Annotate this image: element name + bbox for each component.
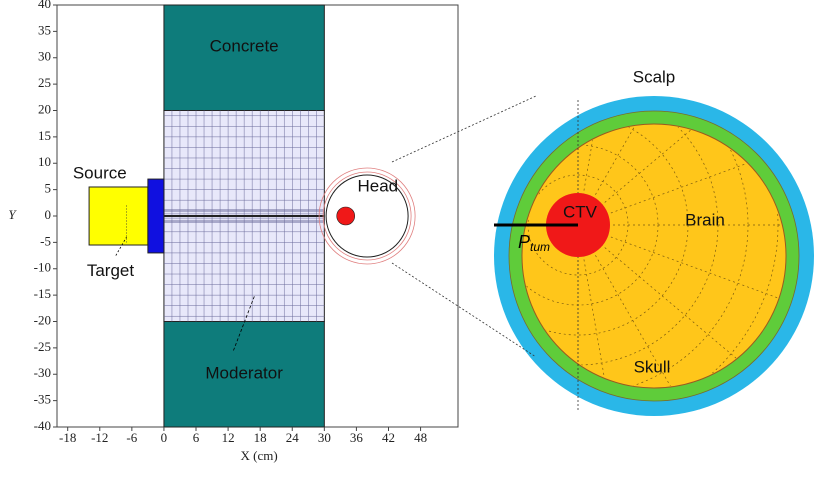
y-tick-label: 20 <box>38 101 51 116</box>
ptum-label: Ptum <box>518 232 550 254</box>
x-tick-label: 18 <box>254 430 267 445</box>
target-label: Target <box>87 261 135 280</box>
head-label: Head <box>357 176 398 195</box>
y-tick-label: -15 <box>34 286 51 301</box>
y-tick-label: -25 <box>34 339 51 354</box>
head-phantom: Scalp Skull Brain CTV Ptum <box>391 67 814 416</box>
source <box>88 186 149 246</box>
dose-ray <box>577 224 618 387</box>
y-tick-label: 25 <box>38 75 51 90</box>
ctv-label: CTV <box>563 202 598 221</box>
brain-label: Brain <box>685 210 725 229</box>
dose-ray <box>577 224 785 305</box>
concrete-top <box>163 4 325 111</box>
y-tick-label: 40 <box>38 0 51 11</box>
head-outer <box>318 167 416 265</box>
x-tick-label: 24 <box>286 430 300 445</box>
target <box>147 178 165 254</box>
skull-label: Skull <box>634 357 671 376</box>
zoom-line <box>391 262 537 358</box>
y-tick-label: -35 <box>34 392 51 407</box>
target-arrow <box>115 236 127 256</box>
x-tick-label: -12 <box>91 430 108 445</box>
dose-ray <box>577 125 755 226</box>
x-tick-label: 12 <box>222 430 235 445</box>
head <box>325 174 409 258</box>
tumor <box>336 206 356 226</box>
scalp-label: Scalp <box>633 67 676 86</box>
concrete-label: Concrete <box>210 37 279 56</box>
x-axis-label: X (cm) <box>241 448 278 463</box>
y-axis-label: Y <box>8 207 17 222</box>
y-tick-label: -5 <box>40 233 51 248</box>
brain-layer <box>521 123 787 389</box>
ptum-sub: tum <box>530 240 550 254</box>
x-tick-label: 0 <box>161 430 168 445</box>
x-tick-label: 36 <box>350 430 364 445</box>
y-tick-label: 0 <box>45 207 52 222</box>
y-tick-label: 10 <box>38 154 51 169</box>
y-tick-label: -20 <box>34 312 51 327</box>
y-tick-label: -10 <box>34 260 51 275</box>
dose-ray <box>577 224 693 387</box>
x-tick-label: 30 <box>318 430 331 445</box>
source-label: Source <box>73 163 127 182</box>
y-tick-label: -40 <box>34 418 51 433</box>
ptum-main: P <box>518 232 530 252</box>
x-tick-label: -6 <box>126 430 137 445</box>
geometry-plot: Concrete Moderator Source Target Head -18 -12 -… <box>8 0 459 463</box>
y-tick-label: -30 <box>34 365 51 380</box>
x-tick-label: 6 <box>193 430 200 445</box>
y-tick-label: 5 <box>45 181 52 196</box>
x-tick-label: -18 <box>59 430 76 445</box>
y-tick-label: 30 <box>38 49 51 64</box>
y-tick-label: 15 <box>38 128 51 143</box>
moderator-label: Moderator <box>205 364 283 383</box>
y-tick-label: 35 <box>38 22 51 37</box>
x-tick-label: 48 <box>414 430 427 445</box>
concrete-bottom <box>163 321 325 428</box>
dose-ray <box>577 224 755 374</box>
x-tick-label: 42 <box>382 430 395 445</box>
head-mid <box>322 171 412 261</box>
zoom-line <box>391 95 537 163</box>
